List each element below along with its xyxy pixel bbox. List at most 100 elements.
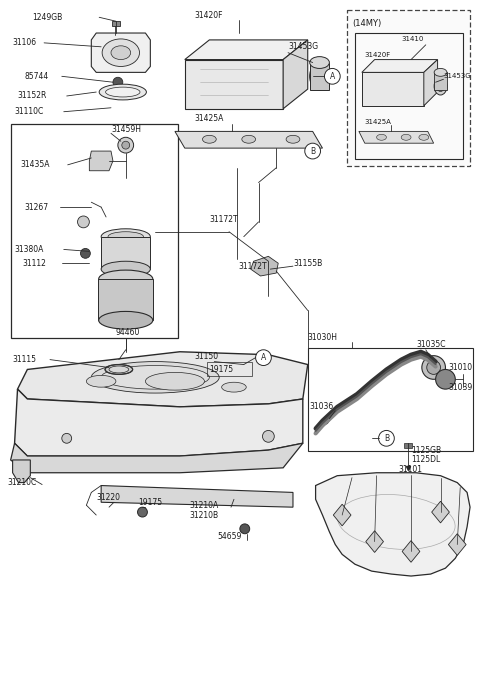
Ellipse shape — [91, 361, 219, 393]
Ellipse shape — [419, 135, 429, 140]
Ellipse shape — [101, 261, 150, 277]
Ellipse shape — [286, 135, 300, 143]
Bar — [11, 124, 178, 338]
Ellipse shape — [111, 46, 131, 60]
Text: 19175: 19175 — [139, 498, 163, 507]
Text: 31035C: 31035C — [416, 341, 445, 349]
Circle shape — [324, 69, 340, 84]
Ellipse shape — [99, 270, 153, 288]
Bar — [112, 22, 120, 26]
Ellipse shape — [86, 376, 116, 387]
Text: B: B — [310, 147, 315, 155]
Text: A: A — [261, 353, 266, 362]
Ellipse shape — [101, 229, 150, 244]
Polygon shape — [98, 279, 153, 320]
Polygon shape — [362, 73, 424, 106]
Circle shape — [240, 524, 250, 534]
Circle shape — [422, 356, 445, 380]
Ellipse shape — [310, 63, 329, 90]
Polygon shape — [11, 444, 303, 472]
Circle shape — [113, 77, 123, 87]
Text: 31155B: 31155B — [293, 258, 322, 268]
Ellipse shape — [105, 365, 132, 374]
Text: 31425A: 31425A — [194, 114, 224, 123]
Text: 31115: 31115 — [12, 355, 36, 364]
Text: 1249GB: 1249GB — [32, 13, 62, 22]
Text: 31010: 31010 — [448, 363, 472, 372]
Ellipse shape — [401, 135, 411, 140]
Text: B: B — [384, 434, 389, 443]
Polygon shape — [432, 501, 449, 523]
FancyBboxPatch shape — [347, 10, 470, 166]
Ellipse shape — [108, 232, 144, 242]
Polygon shape — [14, 389, 303, 456]
Polygon shape — [359, 131, 433, 143]
Ellipse shape — [310, 57, 329, 69]
Polygon shape — [91, 33, 150, 73]
Text: 31453G: 31453G — [288, 42, 318, 51]
Circle shape — [138, 507, 147, 517]
Ellipse shape — [145, 372, 204, 390]
Ellipse shape — [434, 69, 447, 76]
Text: 31459H: 31459H — [111, 125, 141, 134]
Ellipse shape — [109, 366, 129, 373]
Circle shape — [436, 369, 456, 389]
Text: 1125GB: 1125GB — [411, 446, 441, 455]
Text: 31267: 31267 — [24, 203, 48, 211]
Text: 31110C: 31110C — [14, 107, 44, 116]
Ellipse shape — [222, 382, 246, 392]
Text: 31420F: 31420F — [194, 11, 223, 20]
Text: 31152R: 31152R — [18, 92, 47, 100]
Text: 31030H: 31030H — [308, 334, 338, 343]
Text: 31380A: 31380A — [14, 245, 44, 254]
Text: 31425A: 31425A — [365, 118, 392, 125]
Polygon shape — [251, 256, 278, 276]
Polygon shape — [283, 40, 308, 109]
Polygon shape — [101, 485, 293, 507]
Bar — [308, 348, 473, 451]
Bar — [310, 63, 329, 90]
Ellipse shape — [102, 39, 140, 67]
Text: 31210A: 31210A — [190, 501, 219, 509]
Text: 31435A: 31435A — [21, 160, 50, 170]
Circle shape — [379, 431, 394, 446]
Polygon shape — [185, 40, 308, 60]
Text: 31172T: 31172T — [239, 262, 267, 271]
Circle shape — [263, 431, 274, 442]
Circle shape — [427, 361, 441, 374]
Text: 31210C: 31210C — [8, 478, 37, 487]
Circle shape — [81, 248, 90, 258]
Polygon shape — [402, 540, 420, 562]
Ellipse shape — [434, 77, 447, 95]
Text: (14MY): (14MY) — [352, 19, 381, 28]
Text: 54659: 54659 — [217, 532, 241, 541]
Text: 94460: 94460 — [116, 328, 140, 336]
Circle shape — [62, 433, 72, 444]
Polygon shape — [362, 60, 438, 73]
Polygon shape — [315, 472, 470, 576]
Ellipse shape — [99, 84, 146, 100]
Circle shape — [122, 141, 130, 149]
Polygon shape — [424, 60, 438, 106]
Polygon shape — [448, 534, 466, 555]
Ellipse shape — [101, 365, 209, 389]
Circle shape — [78, 216, 89, 227]
Text: 31150: 31150 — [194, 352, 219, 361]
Text: 1125DL: 1125DL — [411, 456, 440, 464]
Bar — [207, 361, 252, 376]
Polygon shape — [175, 131, 323, 148]
Text: 31410: 31410 — [401, 36, 423, 42]
Polygon shape — [101, 237, 150, 269]
Polygon shape — [12, 460, 30, 483]
Text: 19175: 19175 — [209, 365, 233, 374]
Text: 31420F: 31420F — [365, 52, 391, 58]
Ellipse shape — [203, 135, 216, 143]
Text: 85744: 85744 — [24, 72, 48, 81]
Polygon shape — [89, 151, 113, 171]
Ellipse shape — [313, 67, 325, 85]
Circle shape — [255, 350, 271, 365]
Ellipse shape — [242, 135, 255, 143]
Text: 31039: 31039 — [448, 383, 473, 392]
Polygon shape — [185, 60, 283, 109]
Ellipse shape — [377, 135, 386, 140]
